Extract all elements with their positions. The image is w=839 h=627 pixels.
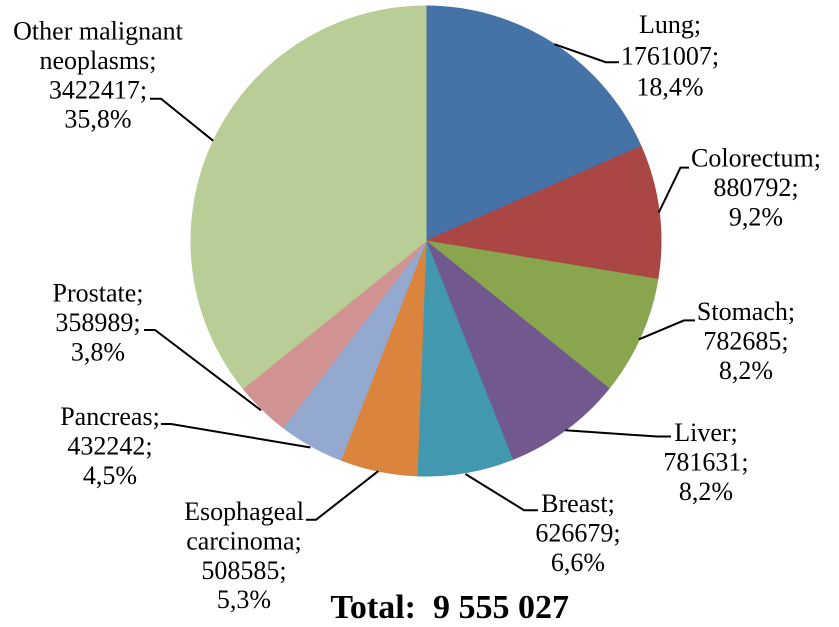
svg-text:Lung;: Lung; [639, 10, 701, 39]
svg-text:18,4%: 18,4% [636, 73, 703, 102]
svg-text:Stomach;: Stomach; [697, 297, 795, 326]
svg-text:8,2%: 8,2% [719, 356, 773, 385]
svg-text:5,3%: 5,3% [217, 585, 271, 614]
svg-text:Prostate;: Prostate; [53, 279, 144, 308]
svg-text:6,6%: 6,6% [551, 548, 605, 577]
svg-text:3,8%: 3,8% [71, 337, 125, 366]
svg-text:35,8%: 35,8% [64, 105, 131, 134]
svg-text:432242;: 432242; [67, 431, 152, 460]
svg-text:1761007;: 1761007; [621, 42, 719, 71]
svg-text:782685;: 782685; [703, 326, 788, 355]
svg-text:4,5%: 4,5% [83, 461, 137, 490]
svg-text:358989;: 358989; [55, 308, 140, 337]
svg-text:508585;: 508585; [201, 556, 286, 585]
svg-text:Breast;: Breast; [541, 489, 615, 518]
svg-text:neoplasms;: neoplasms; [40, 46, 157, 75]
svg-text:carcinoma;: carcinoma; [186, 526, 302, 555]
svg-text:8,2%: 8,2% [679, 477, 733, 506]
svg-text:3422417;: 3422417; [49, 75, 147, 104]
svg-text:880792;: 880792; [713, 173, 798, 202]
svg-text:Colorectum;: Colorectum; [691, 144, 821, 173]
svg-text:Pancreas;: Pancreas; [60, 402, 160, 431]
svg-text:Total: 9 555 027: Total: 9 555 027 [330, 589, 569, 626]
svg-text:Other malignant: Other malignant [13, 17, 183, 46]
svg-text:Esophageal: Esophageal [184, 497, 304, 526]
svg-text:Liver;: Liver; [674, 418, 738, 447]
svg-text:626679;: 626679; [535, 518, 620, 547]
svg-text:781631;: 781631; [663, 447, 748, 476]
svg-text:9,2%: 9,2% [729, 202, 783, 231]
